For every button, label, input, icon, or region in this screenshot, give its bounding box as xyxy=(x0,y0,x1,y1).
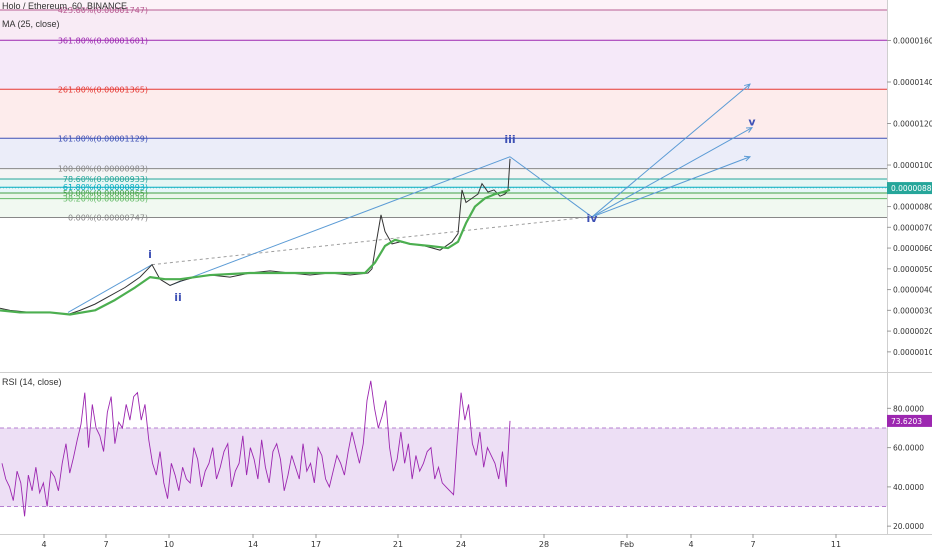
trend-dashed-line xyxy=(151,216,591,266)
rsi-y-tick-label: 40.0000 xyxy=(893,483,924,492)
x-tick-label: 14 xyxy=(248,540,258,549)
fib-level-label: 50.00%(0.00000865) xyxy=(63,189,148,198)
rsi-y-tick-label: 80.0000 xyxy=(893,404,924,413)
wave-line xyxy=(591,83,751,218)
arrow-head xyxy=(743,155,752,162)
x-tick-label: 10 xyxy=(164,540,174,549)
rsi-band xyxy=(0,427,887,507)
x-tick-label: 24 xyxy=(456,540,466,549)
wave-line xyxy=(169,156,511,286)
x-tick-label: 28 xyxy=(539,540,549,549)
x-tick-label: 7 xyxy=(750,540,755,549)
fib-zone xyxy=(0,138,887,169)
rsi-line xyxy=(1,380,511,517)
x-tick-label: 7 xyxy=(103,540,108,549)
fib-level-label: 161.80%(0.00001129) xyxy=(58,134,148,143)
fib-level-label: 61.80%(0.00000893) xyxy=(63,183,148,192)
ma-line xyxy=(0,188,511,316)
arrow-head xyxy=(744,83,751,90)
rsi-indicator-label: RSI (14, close) xyxy=(2,377,62,387)
x-tick-label: 4 xyxy=(41,540,46,549)
current-price-tag xyxy=(887,182,932,195)
fib-zone xyxy=(0,187,887,194)
fib-zone xyxy=(0,178,887,188)
wave-label: iii xyxy=(504,133,515,146)
wave-label: v xyxy=(748,116,756,129)
rsi-y-tick-label: 20.0000 xyxy=(893,522,924,531)
fib-zone xyxy=(0,9,887,41)
fib-zone xyxy=(0,40,887,90)
x-tick-label: 21 xyxy=(393,540,403,549)
wave-line xyxy=(67,264,153,313)
x-tick-label: Feb xyxy=(620,540,634,549)
fib-level-label: 38.20%(0.00000838) xyxy=(63,195,148,204)
current-price-label: 0.00000889 xyxy=(891,184,932,193)
wave-line xyxy=(591,127,753,218)
wave-label: i xyxy=(148,248,152,261)
fib-level-label: 361.80%(0.00001601) xyxy=(58,36,148,45)
rsi-y-tick-label: 60.0000 xyxy=(893,444,924,453)
x-tick-label: 11 xyxy=(831,540,841,549)
x-tick-label: 4 xyxy=(688,540,693,549)
fib-zone xyxy=(0,193,887,199)
fib-level-label: 423.60%(0.00001747) xyxy=(58,6,148,15)
wave-label: iv xyxy=(587,212,599,225)
rsi-current-label: 73.6203 xyxy=(891,417,922,426)
x-tick-label: 17 xyxy=(311,540,321,549)
fib-zone xyxy=(0,198,887,218)
fib-level-label: 0.00%(0.00000747) xyxy=(68,214,148,223)
fib-level-label: 78.60%(0.00000933) xyxy=(63,175,148,184)
arrow-head xyxy=(745,127,754,133)
rsi-current-tag xyxy=(887,414,932,427)
wave-label: ii xyxy=(174,291,182,304)
fib-zone xyxy=(0,168,887,179)
wave-line xyxy=(591,156,751,218)
fib-level-label: 261.80%(0.00001365) xyxy=(58,85,148,94)
ma-indicator-label: MA (25, close) xyxy=(2,19,60,29)
wave-line xyxy=(509,156,593,218)
fib-zone xyxy=(0,89,887,139)
fib-zone-top xyxy=(0,0,887,10)
price-y-tick-label: 0.00000100 xyxy=(893,348,932,357)
chart-title: Holo / Ethereum, 60, BINANCE xyxy=(2,1,128,11)
fib-level-label: 100.00%(0.00000983) xyxy=(58,165,148,174)
